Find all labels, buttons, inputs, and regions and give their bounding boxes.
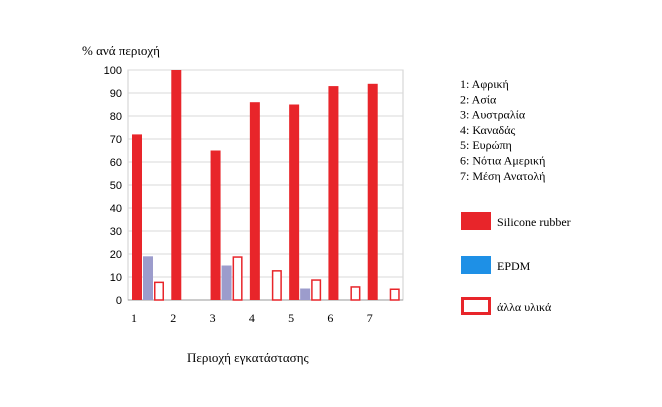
legend: Silicone rubber EPDM άλλα υλικά	[461, 212, 571, 315]
bar-1-cat-1	[132, 134, 142, 300]
gridlines	[128, 69, 403, 301]
x-axis-label: Περιοχή εγκατάστασης	[187, 350, 309, 365]
y-tick-label-10: 10	[110, 272, 122, 284]
y-tick-label-0: 0	[116, 295, 122, 307]
x-tick-label-2: 2	[170, 311, 176, 325]
legend-swatch-1	[461, 212, 491, 230]
bar-2-cat-3	[221, 265, 232, 300]
x-axis-ticks: 1 2 3 4 5 6 7	[131, 311, 373, 325]
bar-3-cat-4	[271, 270, 282, 301]
legend-label-3: άλλα υλικά	[497, 300, 552, 314]
bar-3-cat-1	[154, 281, 164, 301]
y-tick-label-30: 30	[110, 226, 122, 238]
bar-3-cat-7	[389, 288, 400, 301]
y-axis-ticks: 0 10 20 30 40 50 60 70 80 90 100	[104, 65, 122, 307]
y-tick-label-50: 50	[110, 180, 122, 192]
y-tick-label-20: 20	[110, 249, 122, 261]
y-tick-label-100: 100	[104, 65, 122, 77]
bar-2-cat-1	[143, 256, 153, 300]
bar-1-cat-7	[367, 83, 378, 300]
x-tick-label-3: 3	[210, 311, 216, 325]
legend-label-2: EPDM	[497, 259, 531, 273]
legend-label-1: Silicone rubber	[497, 215, 571, 229]
x-tick-label-4: 4	[249, 311, 255, 325]
bar-3-cat-6	[350, 286, 361, 301]
region-item-6: 6: Νότια Αμερική	[460, 154, 545, 168]
bars	[132, 70, 400, 301]
y-tick-label-40: 40	[110, 203, 122, 215]
bar-1-cat-4	[249, 102, 260, 300]
y-tick-label-90: 90	[110, 88, 122, 100]
region-item-4: 4: Καναδάς	[460, 123, 515, 137]
y-tick-label-80: 80	[110, 111, 122, 123]
region-item-3: 3: Αυστραλία	[460, 108, 526, 122]
bar-1-cat-2	[171, 70, 182, 300]
legend-swatch-2	[461, 256, 491, 274]
x-tick-label-6: 6	[327, 311, 333, 325]
region-item-5: 5: Ευρώπη	[460, 138, 512, 152]
bar-2-cat-5	[300, 288, 311, 300]
bar-1-cat-3	[210, 150, 221, 300]
y-tick-label-60: 60	[110, 157, 122, 169]
bar-3-cat-5	[311, 279, 322, 301]
x-tick-label-7: 7	[367, 311, 373, 325]
bar-1-cat-6	[328, 86, 339, 300]
y-tick-label-70: 70	[110, 134, 122, 146]
x-tick-label-5: 5	[288, 311, 294, 325]
x-tick-label-1: 1	[131, 311, 137, 325]
y-axis-label: % ανά περιοχή	[82, 43, 160, 58]
region-item-7: 7: Μέση Ανατολή	[460, 169, 545, 183]
legend-swatch-3	[461, 297, 491, 315]
bar-3-cat-3	[232, 256, 243, 301]
region-item-2: 2: Ασία	[460, 92, 497, 106]
region-item-1: 1: Αφρική	[460, 77, 509, 91]
bar-1-cat-5	[289, 104, 300, 300]
